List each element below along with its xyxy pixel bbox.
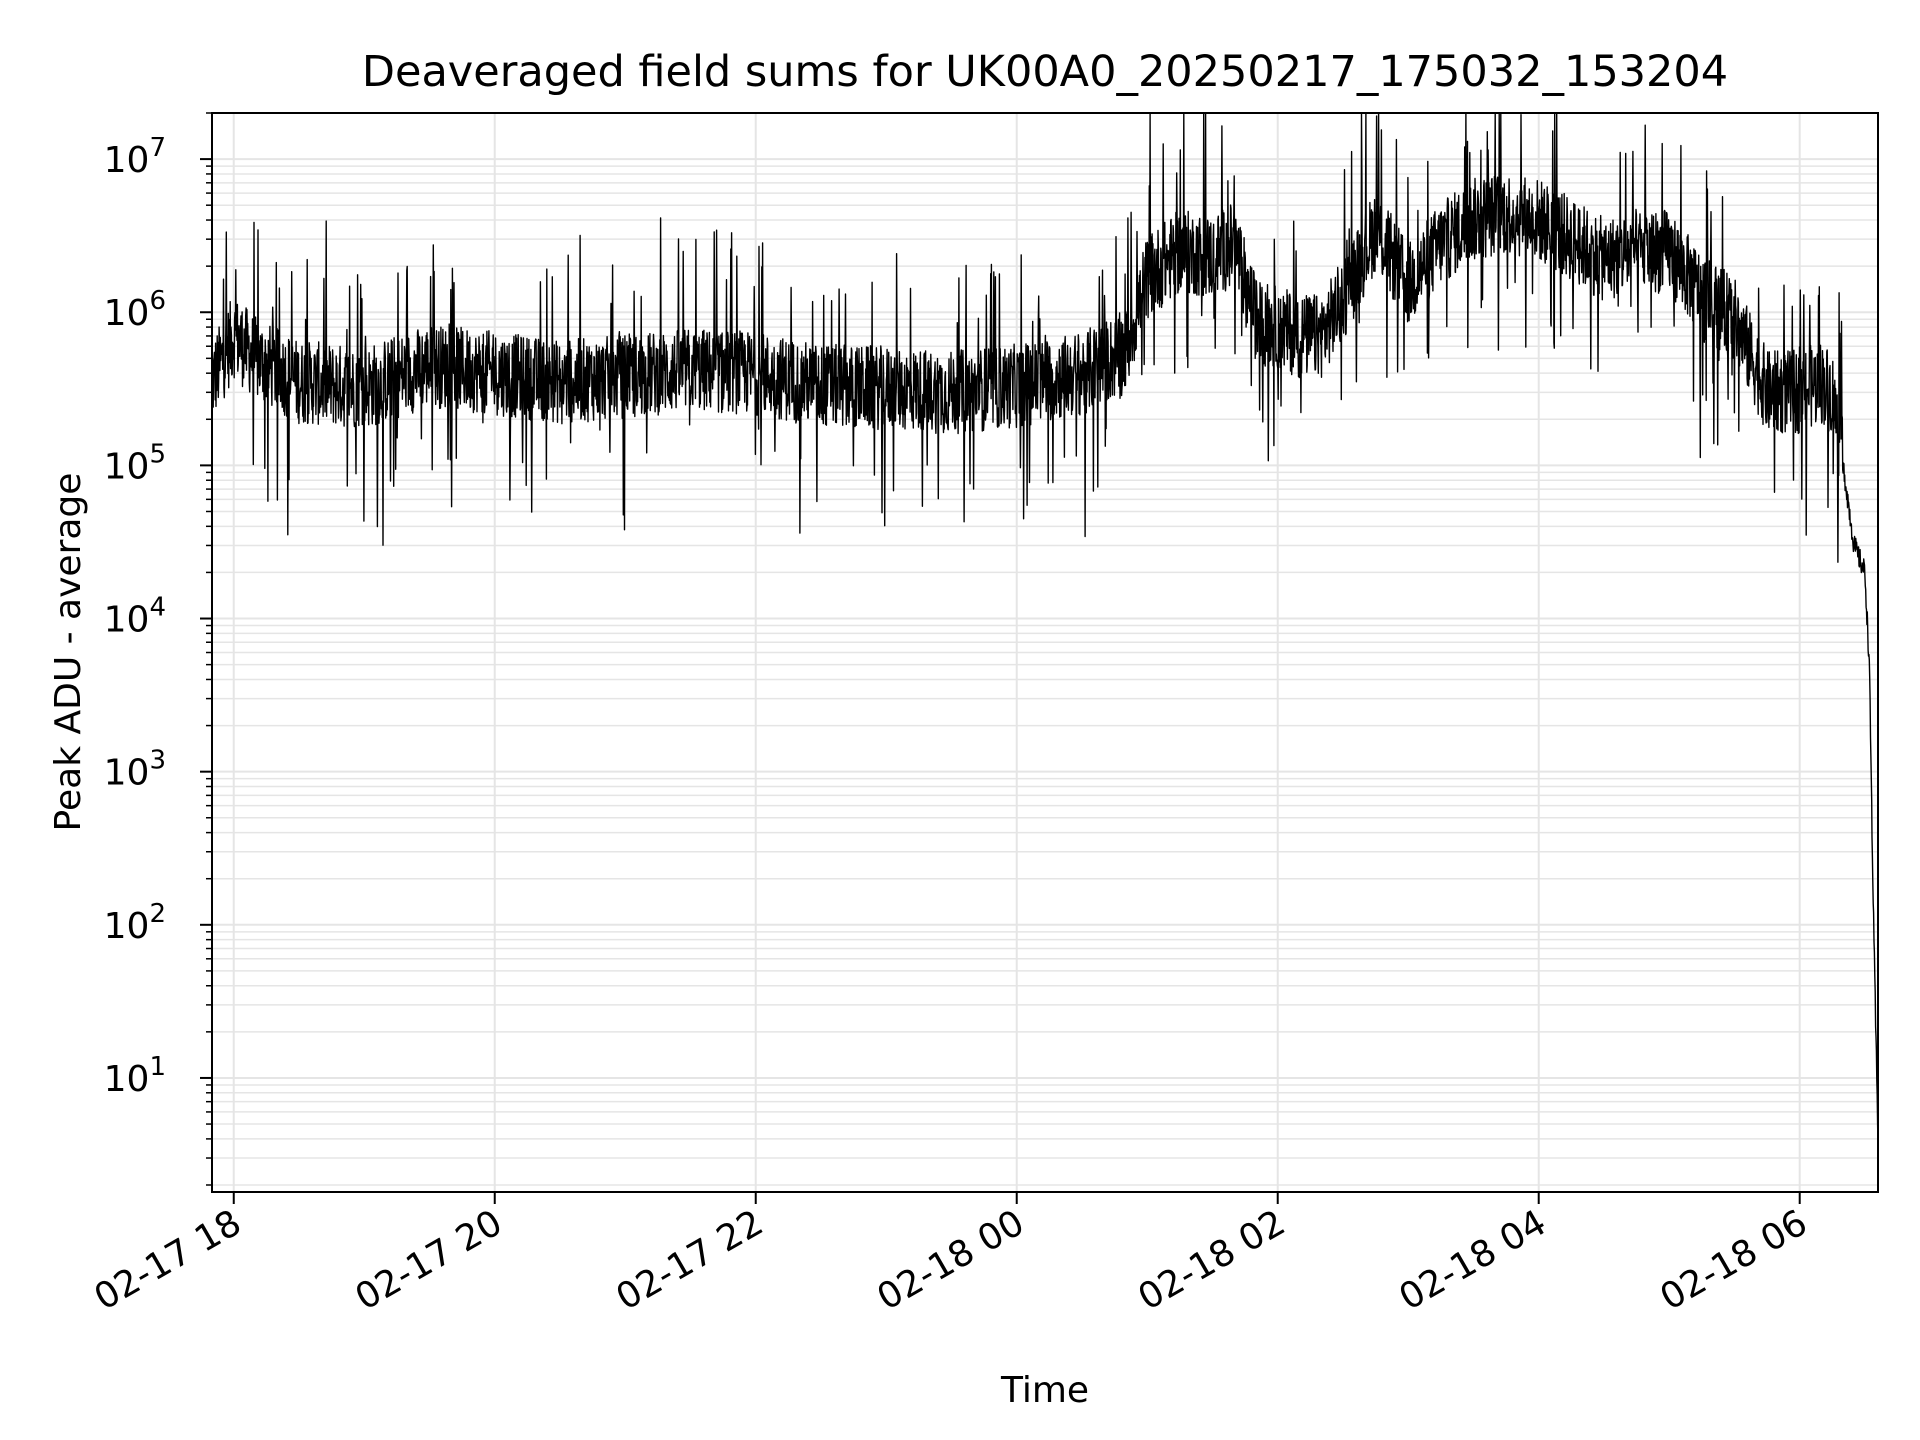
plot-area <box>211 112 1879 1148</box>
y-tick-label: 104 <box>104 593 166 641</box>
y-tick-label: 105 <box>104 439 166 487</box>
chart-title: Deaveraged field sums for UK00A0_2025021… <box>362 47 1728 97</box>
y-tick-label: 107 <box>104 133 166 181</box>
y-tick-label: 106 <box>104 286 166 334</box>
grid <box>212 112 1878 1192</box>
y-axis: 101 102 103 104 105 106 107 <box>104 112 212 1186</box>
x-axis-label: Time <box>1000 1370 1089 1411</box>
y-tick-label: 102 <box>104 899 166 947</box>
y-tick-label: 101 <box>104 1052 166 1100</box>
y-tick-label: 103 <box>104 746 166 794</box>
y-axis-label: Peak ADU - average <box>48 473 89 832</box>
series-line <box>211 112 1879 1148</box>
